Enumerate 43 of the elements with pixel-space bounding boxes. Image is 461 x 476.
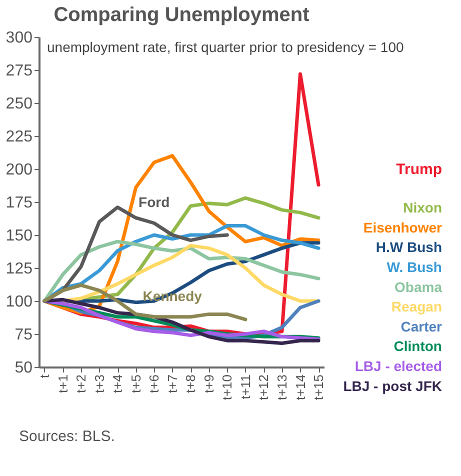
y-tick-label: 200 [6, 162, 33, 178]
line-series [42, 283, 248, 322]
x-tick-label: t+12 [256, 374, 272, 400]
x-tick-label: t+2 [74, 374, 89, 393]
x-tick-label: t+11 [238, 374, 253, 400]
text: LBJ - post JFK [343, 378, 442, 394]
text: Clinton [394, 338, 442, 354]
x-tick-label: t+10 [220, 374, 235, 400]
text: W. Bush [386, 259, 442, 275]
chart-subtitle: unemployment rate, first quarter prior to presidency = 100 [47, 39, 404, 55]
text: Reagan [391, 298, 442, 315]
text: Carter [400, 318, 443, 334]
y-tick-label: 175 [6, 194, 33, 212]
y-tick-label: 150 [6, 228, 33, 244]
x-tick-label: t+8 [183, 374, 198, 393]
y-tick-label: 50 [14, 360, 33, 376]
text: H.W Bush [376, 239, 442, 256]
x-tick-label: t+6 [146, 374, 162, 393]
y-tick-label: 225 [6, 128, 33, 146]
x-tick-label: t+7 [164, 374, 180, 393]
series-label: Ford [138, 194, 170, 210]
y-tick-label: 300 [6, 30, 33, 46]
text: Nixon [403, 200, 442, 216]
y-tick-label: 100 [6, 294, 33, 310]
x-tick-label: t+15 [311, 374, 326, 400]
text: Trump [396, 161, 442, 178]
source-note: Sources: BLS. [19, 428, 115, 445]
y-tick-label: 75 [14, 326, 33, 344]
y-tick-label: 125 [6, 260, 33, 278]
text: Obama [394, 278, 442, 295]
y-tick-label: 275 [6, 62, 33, 80]
x-tick-label: t+1 [55, 374, 70, 393]
chart-title: Comparing Unemployment [54, 4, 310, 26]
x-tick-label: t+14 [292, 374, 308, 400]
x-tick-label: t+3 [92, 374, 107, 393]
x-tick-label: t+4 [110, 374, 126, 393]
x-tick-label: t [36, 374, 52, 378]
text: Eisenhower [363, 219, 443, 236]
text: LBJ - elected [354, 358, 442, 374]
x-tick-label: t+5 [128, 374, 144, 393]
x-tick-label: t+13 [274, 374, 290, 400]
y-tick-label: 250 [6, 96, 33, 112]
x-tick-label: t+9 [201, 374, 216, 393]
